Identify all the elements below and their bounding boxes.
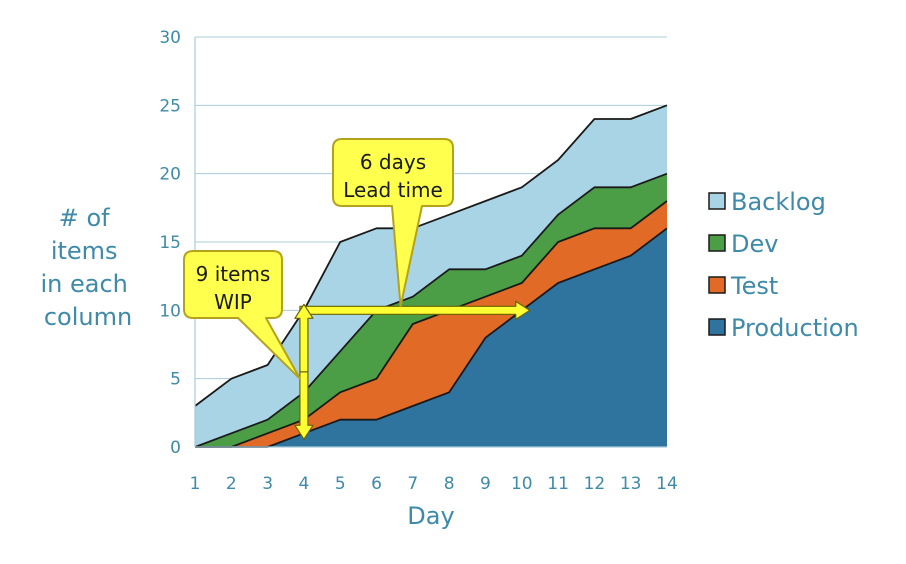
y-tick-label-15: 15: [159, 233, 181, 253]
boundary-line-production: [195, 227, 668, 448]
axes: [194, 37, 667, 448]
y-tick-label-5: 5: [170, 370, 181, 390]
callout-lead-time: 6 days Lead time: [332, 138, 454, 308]
y-tick-label-20: 20: [159, 165, 181, 185]
x-tick-label-4: 4: [299, 474, 310, 494]
legend-swatch-backlog: [708, 192, 726, 210]
callout-wip-line-2: WIP: [214, 290, 252, 314]
x-tick-label-2: 2: [226, 474, 237, 494]
y-tick-label-10: 10: [159, 301, 181, 321]
y-axis-title-line-4: column: [44, 303, 132, 331]
legend-label-production: Production: [731, 314, 859, 342]
legend-swatch-dev: [708, 234, 726, 252]
area-test: [195, 201, 667, 447]
area-backlog: [195, 105, 667, 448]
x-tick-labels: 1 2 3 4 5 6 7 8 9 10 11 12 13 14: [190, 474, 678, 494]
legend: Backlog Dev Test Production: [708, 188, 859, 342]
callout-lead-time-line-1: 6 days: [360, 150, 426, 174]
area-production: [195, 228, 667, 447]
legend-swatch-production: [708, 318, 726, 336]
x-tick-label-12: 12: [584, 474, 606, 494]
x-tick-label-13: 13: [620, 474, 642, 494]
boundary-line-backlog: [194, 104, 668, 407]
x-tick-label-3: 3: [262, 474, 273, 494]
x-tick-label-7: 7: [407, 474, 418, 494]
x-tick-label-9: 9: [480, 474, 491, 494]
y-tick-label-0: 0: [170, 438, 181, 458]
x-tick-label-8: 8: [444, 474, 455, 494]
y-axis-title: # of items in each column: [40, 204, 135, 331]
callout-wip-line-1: 9 items: [196, 262, 271, 286]
boundary-line-test: [195, 200, 668, 448]
x-tick-label-11: 11: [547, 474, 569, 494]
legend-label-test: Test: [730, 272, 778, 300]
y-axis-title-line-3: in each: [40, 270, 127, 298]
annotation-callouts: 6 days Lead time 9 items WIP: [183, 138, 454, 380]
callout-wip-bubble: [183, 250, 301, 380]
y-axis-title-line-2: items: [51, 237, 118, 265]
callout-wip: 9 items WIP: [183, 250, 301, 380]
x-tick-label-10: 10: [511, 474, 533, 494]
lead-time-arrow: [299, 300, 531, 320]
x-tick-label-14: 14: [656, 474, 678, 494]
callout-lead-time-line-2: Lead time: [343, 178, 443, 202]
x-tick-label-1: 1: [190, 474, 201, 494]
x-tick-label-5: 5: [335, 474, 346, 494]
y-tick-label-25: 25: [159, 96, 181, 116]
wip-arrow-down: [294, 371, 314, 440]
wip-arrow-up: [294, 303, 314, 373]
y-tick-label-30: 30: [159, 28, 181, 48]
legend-label-backlog: Backlog: [731, 188, 826, 216]
legend-label-dev: Dev: [731, 230, 778, 258]
legend-swatch-test: [708, 276, 726, 294]
annotation-arrows: [294, 300, 531, 440]
callout-lead-time-bubble: [332, 138, 454, 308]
boundary-line-dev: [194, 172, 668, 448]
y-axis-title-line-1: # of: [59, 204, 110, 232]
y-tick-labels: 0 5 10 15 20 25 30: [159, 28, 181, 458]
x-tick-label-6: 6: [371, 474, 382, 494]
x-axis-title: Day: [407, 502, 454, 530]
